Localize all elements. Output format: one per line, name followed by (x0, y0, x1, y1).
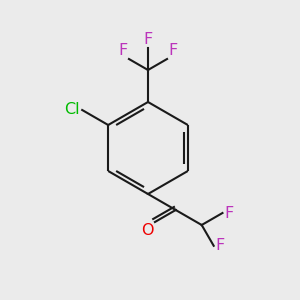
Text: F: F (216, 238, 225, 253)
Text: O: O (141, 223, 154, 238)
Text: F: F (168, 43, 177, 58)
Text: F: F (119, 43, 128, 58)
Text: F: F (143, 32, 153, 47)
Text: Cl: Cl (64, 103, 80, 118)
Text: F: F (224, 206, 234, 220)
